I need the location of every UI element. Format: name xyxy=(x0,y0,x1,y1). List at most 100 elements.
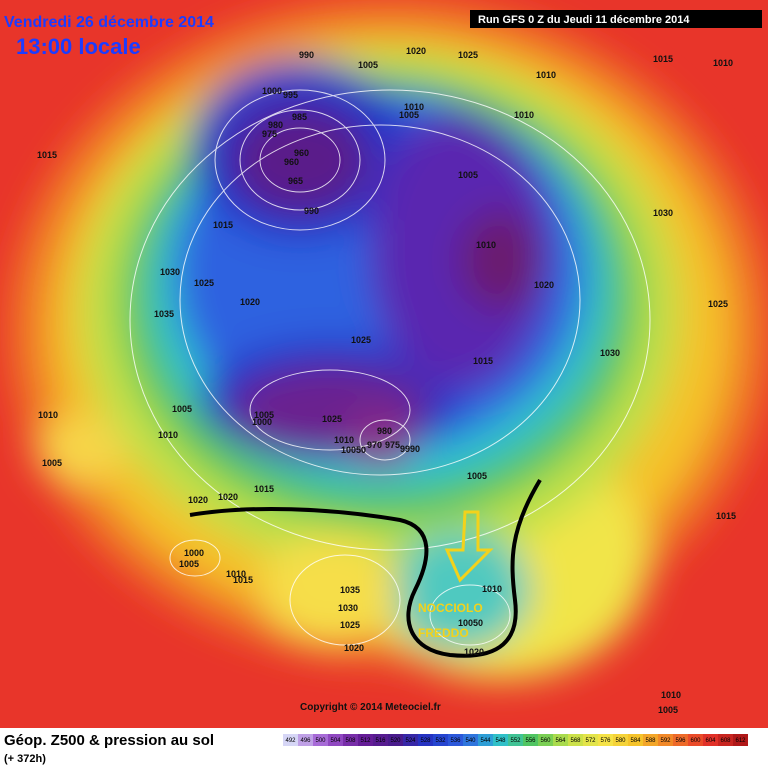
isobar-label: 990 xyxy=(299,50,314,60)
isobar-lines xyxy=(129,89,651,646)
legend-swatch xyxy=(718,734,733,746)
isobar-label: 1030 xyxy=(338,603,358,613)
legend-label: 556 xyxy=(525,738,536,744)
legend-label: 592 xyxy=(660,738,671,744)
isobar-label: 990 xyxy=(304,206,319,216)
isobar-label: 975 xyxy=(262,129,277,139)
isobar-label: 1005 xyxy=(658,705,678,715)
legend-swatch xyxy=(478,734,493,746)
isobar-label: 1020 xyxy=(406,46,426,56)
legend-swatch xyxy=(418,734,433,746)
isobar-label: 1015 xyxy=(233,575,253,585)
isobar-label: 980 xyxy=(377,426,392,436)
legend-label: 552 xyxy=(510,738,521,744)
cold-pool-outline xyxy=(189,478,542,658)
legend-label: 560 xyxy=(540,738,551,744)
legend-swatch xyxy=(523,734,538,746)
legend-swatch xyxy=(328,734,343,746)
isobar-label: 965 xyxy=(288,176,303,186)
legend-label: 564 xyxy=(555,738,566,744)
legend-label: 568 xyxy=(570,738,581,744)
legend-label: 604 xyxy=(705,738,716,744)
legend-label: 512 xyxy=(360,738,371,744)
legend-label: 584 xyxy=(630,738,641,744)
isobar-label: 1010 xyxy=(536,70,556,80)
legend-swatch xyxy=(298,734,313,746)
legend-label: 576 xyxy=(600,738,611,744)
isobar-label: 1005 xyxy=(399,110,419,120)
isobar-label: 1015 xyxy=(716,511,736,521)
isobar-label: 1025 xyxy=(340,620,360,630)
isobar-label: 1005 xyxy=(467,471,487,481)
isobar-label: 1005 xyxy=(458,170,478,180)
annotation: FREDDO xyxy=(418,626,469,640)
isobar-label: 1005 xyxy=(358,60,378,70)
isobar-label: 1030 xyxy=(600,348,620,358)
legend-label: 528 xyxy=(420,738,431,744)
legend-label: 520 xyxy=(390,738,401,744)
legend-swatch xyxy=(448,734,463,746)
legend-swatch xyxy=(388,734,403,746)
isobar-label: 9990 xyxy=(400,444,420,454)
isobar-label: 1000 xyxy=(262,86,282,96)
legend-swatch xyxy=(373,734,388,746)
legend-swatch xyxy=(703,734,718,746)
legend-swatch xyxy=(508,734,523,746)
legend-label: 524 xyxy=(405,738,416,744)
isobar-label: 1010 xyxy=(476,240,496,250)
legend-label: 516 xyxy=(375,738,386,744)
isobar-label: 995 xyxy=(283,90,298,100)
isobar-label: 1010 xyxy=(38,410,58,420)
run-box xyxy=(470,10,762,28)
isobar-label: 1035 xyxy=(154,309,174,319)
legend-label: 612 xyxy=(735,738,746,744)
legend-label: 588 xyxy=(645,738,656,744)
isobar-label: 1010 xyxy=(226,569,246,579)
isobar-label: 1010 xyxy=(713,58,733,68)
isobar-label: 1005 xyxy=(42,458,62,468)
isobar-label: 1020 xyxy=(464,647,484,657)
isobar-label: 1000 xyxy=(252,417,272,427)
time-label: 13:00 locale xyxy=(16,34,141,59)
isobar-label: 1030 xyxy=(653,208,673,218)
isobar-label: 1025 xyxy=(322,414,342,424)
legend-swatch xyxy=(283,734,298,746)
legend-label: 500 xyxy=(315,738,326,744)
legend-swatch xyxy=(553,734,568,746)
legend-label: 544 xyxy=(480,738,491,744)
legend-swatch xyxy=(358,734,373,746)
legend-label: 572 xyxy=(585,738,596,744)
arrow xyxy=(444,510,494,583)
isobar-label: 1015 xyxy=(37,150,57,160)
legend-swatch xyxy=(313,734,328,746)
isobar-label: 975 xyxy=(385,440,400,450)
date-label: Vendredi 26 décembre 2014 xyxy=(4,14,214,31)
legend-label: 540 xyxy=(465,738,476,744)
legend-label: 492 xyxy=(285,738,296,744)
legend-swatch xyxy=(343,734,358,746)
isobar-label: 1015 xyxy=(254,484,274,494)
footer-title: Géop. Z500 & pression au sol xyxy=(4,732,214,749)
isobar-label: 1030 xyxy=(160,267,180,277)
isobar-label: 1010 xyxy=(158,430,178,440)
isobar-label: 1020 xyxy=(344,643,364,653)
isobar-label: 1035 xyxy=(340,585,360,595)
legend-swatch xyxy=(568,734,583,746)
footer-lead: (+ 372h) xyxy=(4,753,46,765)
legend-swatch xyxy=(433,734,448,746)
legend-label: 596 xyxy=(675,738,686,744)
legend-label: 548 xyxy=(495,738,506,744)
isobar-label: 1025 xyxy=(351,335,371,345)
legend-label: 496 xyxy=(300,738,311,744)
isobar-label: 1015 xyxy=(653,54,673,64)
isobar-label: 1025 xyxy=(194,278,214,288)
isobar-label: 985 xyxy=(292,112,307,122)
legend-label: 580 xyxy=(615,738,626,744)
isobar-label: 1020 xyxy=(534,280,554,290)
legend-swatch xyxy=(598,734,613,746)
isobar-label: 960 xyxy=(294,148,309,158)
legend-swatch xyxy=(493,734,508,746)
isobar-label: 1010 xyxy=(514,110,534,120)
